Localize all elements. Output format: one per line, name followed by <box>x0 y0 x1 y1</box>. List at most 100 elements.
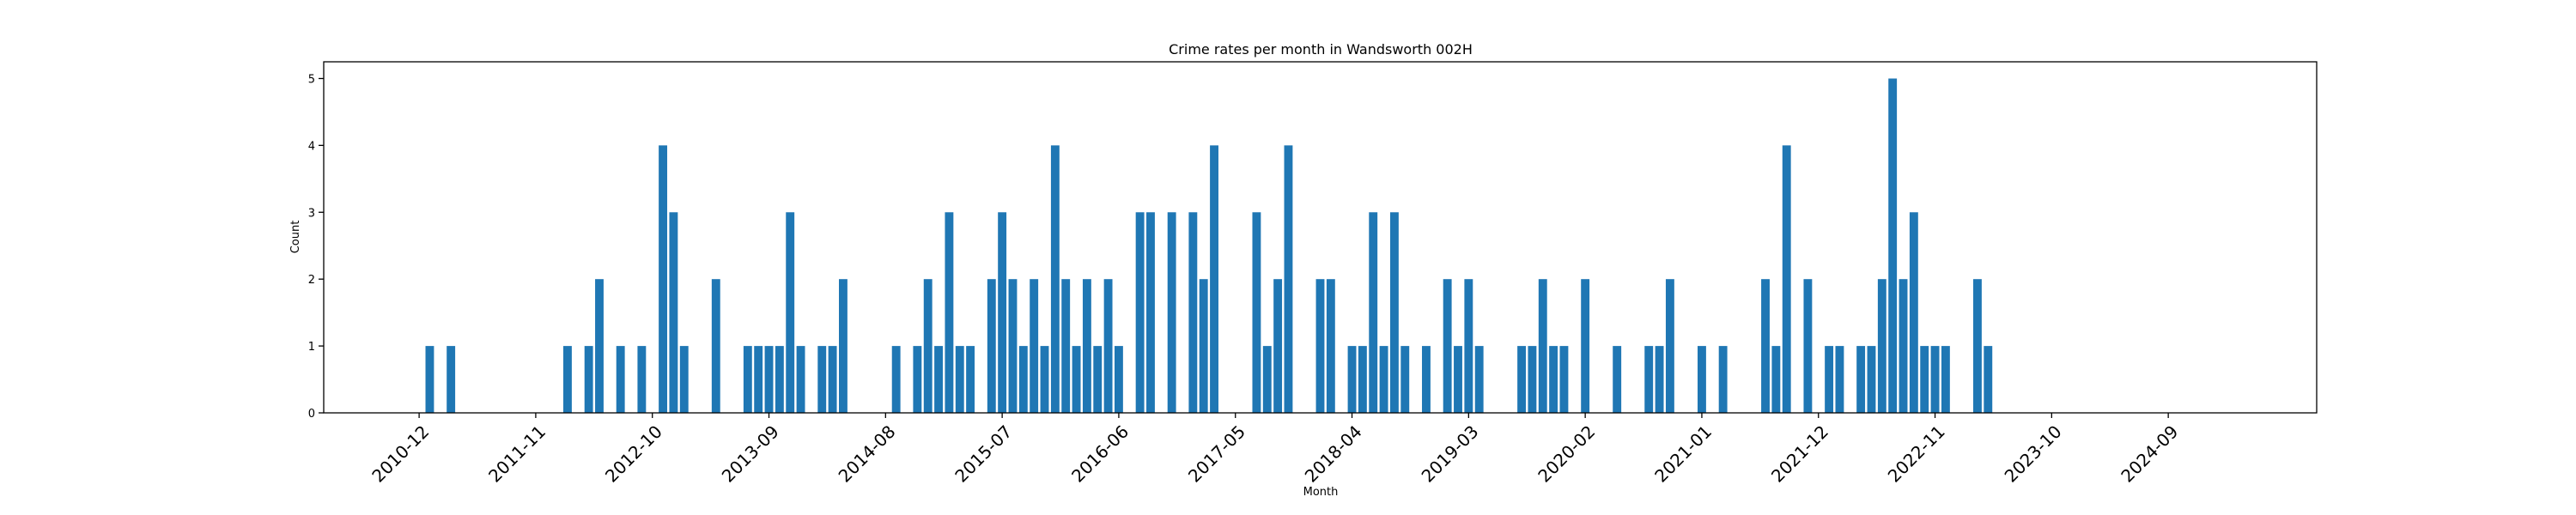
bar-2022-11 <box>1930 346 1940 413</box>
bar-2012-04 <box>584 346 593 413</box>
bar-2019-03 <box>1464 279 1473 413</box>
y-tick-label: 1 <box>308 341 315 354</box>
bar-2020-05 <box>1613 346 1622 413</box>
y-tick-label: 3 <box>308 207 315 220</box>
x-tick-label: 2023-10 <box>2001 421 2066 487</box>
bar-2013-01 <box>679 346 689 413</box>
bar-2017-07 <box>1252 212 1261 413</box>
bar-2018-01 <box>1315 279 1325 413</box>
x-tick-label: 2013-09 <box>718 421 783 487</box>
bar-2021-09 <box>1782 145 1791 413</box>
bar-2013-12 <box>796 346 805 413</box>
x-tick-label: 2016-06 <box>1067 421 1133 487</box>
x-tick-label: 2011-11 <box>484 421 550 487</box>
x-axis-title: Month <box>1303 486 1339 499</box>
bar-2019-11 <box>1549 346 1558 413</box>
bar-2016-05 <box>1103 279 1113 413</box>
bar-2022-10 <box>1920 346 1929 413</box>
chart-title: Crime rates per month in Wandsworth 002H <box>1169 41 1473 58</box>
x-tick-label: 2019-03 <box>1418 421 1483 487</box>
bar-2022-05 <box>1867 346 1876 413</box>
x-tick-label: 2020-02 <box>1534 421 1599 487</box>
bar-2014-11 <box>913 346 922 413</box>
bar-2015-04 <box>966 346 975 413</box>
bar-2021-11 <box>1803 279 1813 413</box>
bar-2016-09 <box>1146 212 1155 413</box>
bar-2022-02 <box>1835 346 1844 413</box>
bar-2021-01 <box>1698 346 1706 413</box>
bar-2013-04 <box>711 279 720 413</box>
bar-2022-09 <box>1909 212 1918 413</box>
y-axis: 0 1 2 3 4 5 <box>308 73 324 421</box>
bar-2016-04 <box>1093 346 1103 413</box>
bar-2019-12 <box>1559 346 1569 413</box>
bar-2019-10 <box>1538 279 1547 413</box>
x-tick-label: 2017-05 <box>1184 421 1249 487</box>
x-tick-label: 2024-09 <box>2117 421 2182 487</box>
bar-2016-03 <box>1082 279 1091 413</box>
bar-2020-08 <box>1644 346 1654 413</box>
bar-2014-12 <box>923 279 933 413</box>
bar-2018-04 <box>1347 346 1357 413</box>
bar-2019-08 <box>1517 346 1527 413</box>
bar-2020-10 <box>1665 279 1674 413</box>
bar-2013-08 <box>754 346 763 413</box>
bar-2019-04 <box>1474 346 1484 413</box>
bar-2015-01 <box>934 346 943 413</box>
bar-2018-05 <box>1358 346 1367 413</box>
x-axis: 2010-12 2011-11 2012-10 2013-09 2014-08 2015-… <box>368 413 2182 487</box>
x-tick-label: 2015-07 <box>951 421 1016 487</box>
bar-2022-04 <box>1856 346 1866 413</box>
y-tick-label: 4 <box>308 140 315 153</box>
bar-2014-09 <box>891 346 901 413</box>
bar-2022-07 <box>1888 78 1898 413</box>
bar-2018-11 <box>1422 346 1431 413</box>
bar-2014-03 <box>828 346 837 413</box>
x-tick-label: 2010-12 <box>368 421 433 487</box>
plot-frame <box>323 61 2318 414</box>
bar-2015-12 <box>1050 145 1060 413</box>
bar-2012-11 <box>659 145 668 413</box>
bar-2015-09 <box>1018 346 1028 413</box>
bar-2015-02 <box>945 212 954 413</box>
bar-2013-07 <box>743 346 752 413</box>
bars-layer <box>425 78 1993 413</box>
bar-2022-01 <box>1825 346 1834 413</box>
bar-2023-03 <box>1973 279 1982 413</box>
x-tick-label: 2012-10 <box>601 421 666 487</box>
bar-2012-09 <box>637 346 647 413</box>
y-tick-label: 5 <box>308 73 315 86</box>
bar-2022-06 <box>1877 279 1886 413</box>
bar-2021-03 <box>1718 346 1728 413</box>
y-tick-label: 2 <box>308 274 315 287</box>
bar-2022-12 <box>1941 346 1950 413</box>
bar-2016-01 <box>1061 279 1071 413</box>
bar-2017-02 <box>1199 279 1208 413</box>
bar-2018-07 <box>1379 346 1388 413</box>
bar-2012-07 <box>616 346 625 413</box>
bar-2015-03 <box>955 346 964 413</box>
bar-2017-03 <box>1210 145 1218 413</box>
x-tick-label: 2018-04 <box>1301 421 1366 487</box>
x-tick-label: 2022-11 <box>1884 421 1949 487</box>
bar-2016-11 <box>1167 212 1176 413</box>
bar-2019-02 <box>1454 346 1462 413</box>
bar-2018-09 <box>1400 346 1410 413</box>
bar-2017-09 <box>1273 279 1283 413</box>
bar-2011-03 <box>447 346 456 413</box>
bar-2013-11 <box>786 212 795 413</box>
y-tick-label: 0 <box>308 408 315 421</box>
bar-2017-10 <box>1284 145 1293 413</box>
bar-2015-08 <box>1008 279 1018 413</box>
x-tick-label: 2021-12 <box>1767 421 1832 487</box>
bar-2023-04 <box>1984 346 1993 413</box>
bar-2015-11 <box>1040 346 1049 413</box>
bar-2016-02 <box>1072 346 1081 413</box>
bar-2021-08 <box>1771 346 1781 413</box>
bar-2011-01 <box>425 346 434 413</box>
bar-2020-02 <box>1581 279 1590 413</box>
bar-2013-10 <box>775 346 784 413</box>
bar-2016-06 <box>1114 346 1123 413</box>
bar-2020-09 <box>1655 346 1664 413</box>
